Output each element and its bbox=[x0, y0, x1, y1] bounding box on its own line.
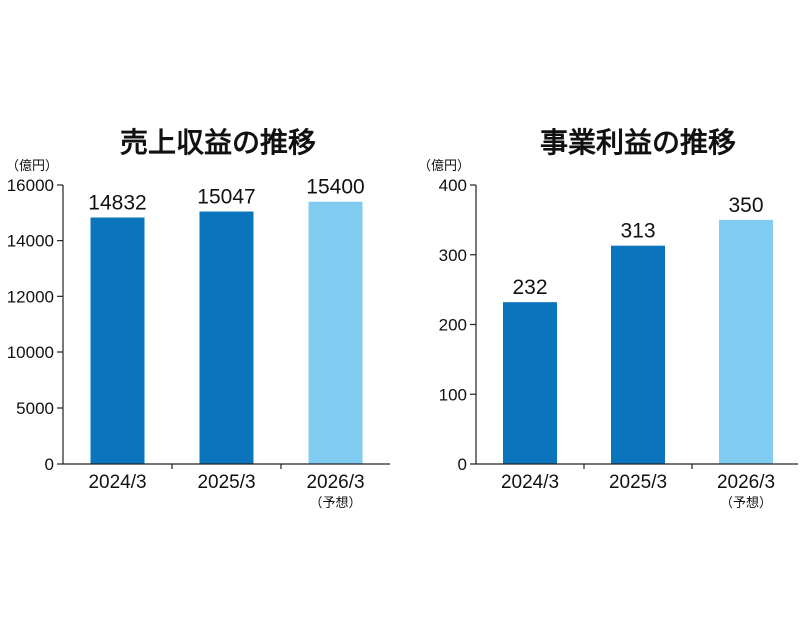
y-axis-ticks: 0 100 200 300 400 bbox=[439, 176, 476, 474]
y-tick-label: 0 bbox=[45, 455, 54, 474]
y-tick-label: 400 bbox=[439, 176, 467, 195]
revenue-chart: 売上収益の推移 （億円） 0 5000 10000 12000 14000 16000 1… bbox=[6, 126, 390, 511]
category-label: 2024/3 bbox=[501, 472, 559, 493]
value-labels: 232 313 350 bbox=[512, 194, 763, 299]
y-tick-label: 12000 bbox=[7, 287, 54, 306]
bar bbox=[90, 217, 145, 464]
chart-title: 売上収益の推移 bbox=[120, 126, 316, 159]
bar bbox=[308, 201, 363, 464]
category-label: 2025/3 bbox=[197, 472, 255, 493]
bar bbox=[503, 302, 557, 464]
bars bbox=[90, 201, 363, 464]
category-label: 2024/3 bbox=[88, 472, 146, 493]
category-labels: 2024/3 2025/3 2026/3 （予想） bbox=[88, 464, 365, 511]
data-label: 15047 bbox=[197, 186, 255, 209]
y-tick-label: 200 bbox=[439, 316, 467, 335]
category-note: （予想） bbox=[309, 495, 361, 511]
y-tick-label: 16000 bbox=[7, 176, 54, 195]
data-label: 15400 bbox=[306, 176, 364, 199]
data-label: 350 bbox=[728, 194, 763, 217]
data-label: 14832 bbox=[88, 192, 146, 215]
value-labels: 14832 15047 15400 bbox=[88, 176, 364, 215]
y-tick-label: 14000 bbox=[7, 232, 54, 251]
y-tick-label: 100 bbox=[439, 385, 467, 404]
unit-label: （億円） bbox=[418, 158, 470, 174]
category-label: 2026/3 bbox=[717, 472, 775, 493]
category-label: 2025/3 bbox=[609, 472, 667, 493]
y-tick-label: 5000 bbox=[16, 399, 54, 418]
y-tick-label: 10000 bbox=[7, 343, 54, 362]
bar bbox=[199, 211, 254, 464]
y-axis-ticks: 0 5000 10000 12000 14000 16000 bbox=[7, 176, 63, 474]
data-label: 232 bbox=[512, 276, 547, 299]
y-tick-label: 300 bbox=[439, 246, 467, 265]
chart-title: 事業利益の推移 bbox=[540, 126, 736, 159]
bars bbox=[503, 219, 773, 464]
category-label: 2026/3 bbox=[306, 472, 364, 493]
category-note: （予想） bbox=[720, 495, 772, 511]
bar bbox=[719, 219, 773, 464]
category-labels: 2024/3 2025/3 2026/3 （予想） bbox=[501, 464, 775, 511]
data-label: 313 bbox=[620, 220, 655, 243]
y-tick-label: 0 bbox=[458, 455, 467, 474]
business-profit-chart: 事業利益の推移 （億円） 0 100 200 300 400 232 313 350 202… bbox=[418, 126, 798, 511]
bar bbox=[611, 245, 665, 464]
unit-label: （億円） bbox=[6, 158, 58, 174]
